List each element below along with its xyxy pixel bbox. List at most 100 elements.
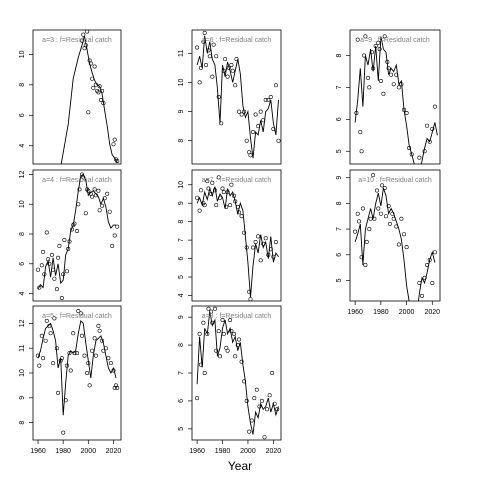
data-point [93,82,98,87]
data-point [396,85,401,90]
data-point [226,65,231,70]
y-tick-label: 10 [19,369,26,377]
data-point [54,287,59,292]
series-line [60,35,118,164]
data-point [77,187,82,192]
data-point [365,75,370,80]
data-point [92,336,97,341]
data-point [56,390,61,395]
data-point [86,110,91,115]
data-point [363,34,368,39]
y-tick-label: 4 [19,144,26,148]
data-point [267,393,272,398]
data-point [228,317,233,322]
data-point [223,57,228,62]
y-tick-label: 12 [19,319,26,327]
data-point [239,214,244,219]
data-point [378,79,383,84]
data-point [57,243,62,248]
data-point [380,183,385,188]
data-point [68,368,73,373]
data-point [258,109,263,114]
data-point [354,111,359,116]
data-point [56,255,61,260]
data-point [377,47,382,52]
data-point [62,238,67,243]
data-point [105,191,110,196]
data-point [70,227,75,232]
data-point [432,104,437,109]
data-point [371,173,376,178]
data-point [97,84,102,89]
y-tick-label: 7 [336,85,343,89]
data-point [376,206,381,211]
data-point [242,109,247,114]
data-point [209,309,214,314]
data-point [100,203,105,208]
y-tick-label: 12 [19,170,26,178]
data-point [212,188,217,193]
data-point [244,138,249,143]
panel-plot-area [35,172,120,300]
data-point [100,88,105,93]
data-point [417,155,422,160]
y-tick-label: 11 [178,50,185,57]
y-tick-label: 10 [19,200,26,208]
data-point [401,107,406,112]
data-point [230,68,235,73]
data-point [263,236,268,241]
data-point [216,95,221,100]
y-tick-label: 6 [178,399,185,403]
data-point [386,204,391,209]
y-tick-label: 8 [19,83,26,87]
data-point [205,331,210,336]
data-point [396,242,401,247]
y-tick-label: 5 [178,427,185,431]
data-point [75,351,80,356]
data-point [75,229,80,234]
data-point [364,239,369,244]
data-point [209,192,214,197]
data-point [242,230,247,235]
data-point [399,82,404,87]
data-point [353,229,358,234]
data-point [233,199,238,204]
x-tick-label: 2000 [399,309,415,316]
data-point [115,159,120,164]
y-tick-label: 8 [19,232,26,236]
data-point [221,68,226,73]
data-point [205,179,210,184]
data-point [66,246,71,251]
data-point [394,224,399,229]
y-tick-label: 7 [336,227,343,231]
panel-title: a=4 : f=Residual catch [42,177,112,184]
data-point [211,42,216,47]
data-point [247,429,252,434]
panel-frame [349,169,441,302]
data-point [80,333,85,338]
data-point [233,354,238,359]
y-tick-label: 6 [19,262,26,266]
data-point [258,258,263,263]
data-point [220,186,225,191]
data-point [401,232,406,237]
data-point [42,272,47,277]
data-point [51,267,56,272]
data-point [394,72,399,77]
data-point [112,233,117,238]
data-point [225,74,230,79]
data-point [212,306,217,311]
data-point [221,190,226,195]
data-point [44,318,49,323]
data-point [259,398,264,403]
data-point [359,255,364,260]
data-point [52,316,57,321]
data-point [427,257,432,262]
y-tick-label: 9 [178,201,185,205]
data-point [92,187,97,192]
data-point [41,249,46,254]
y-tick-label: 8 [19,421,26,425]
data-point [430,126,435,131]
data-point [229,62,234,67]
data-point [202,370,207,375]
